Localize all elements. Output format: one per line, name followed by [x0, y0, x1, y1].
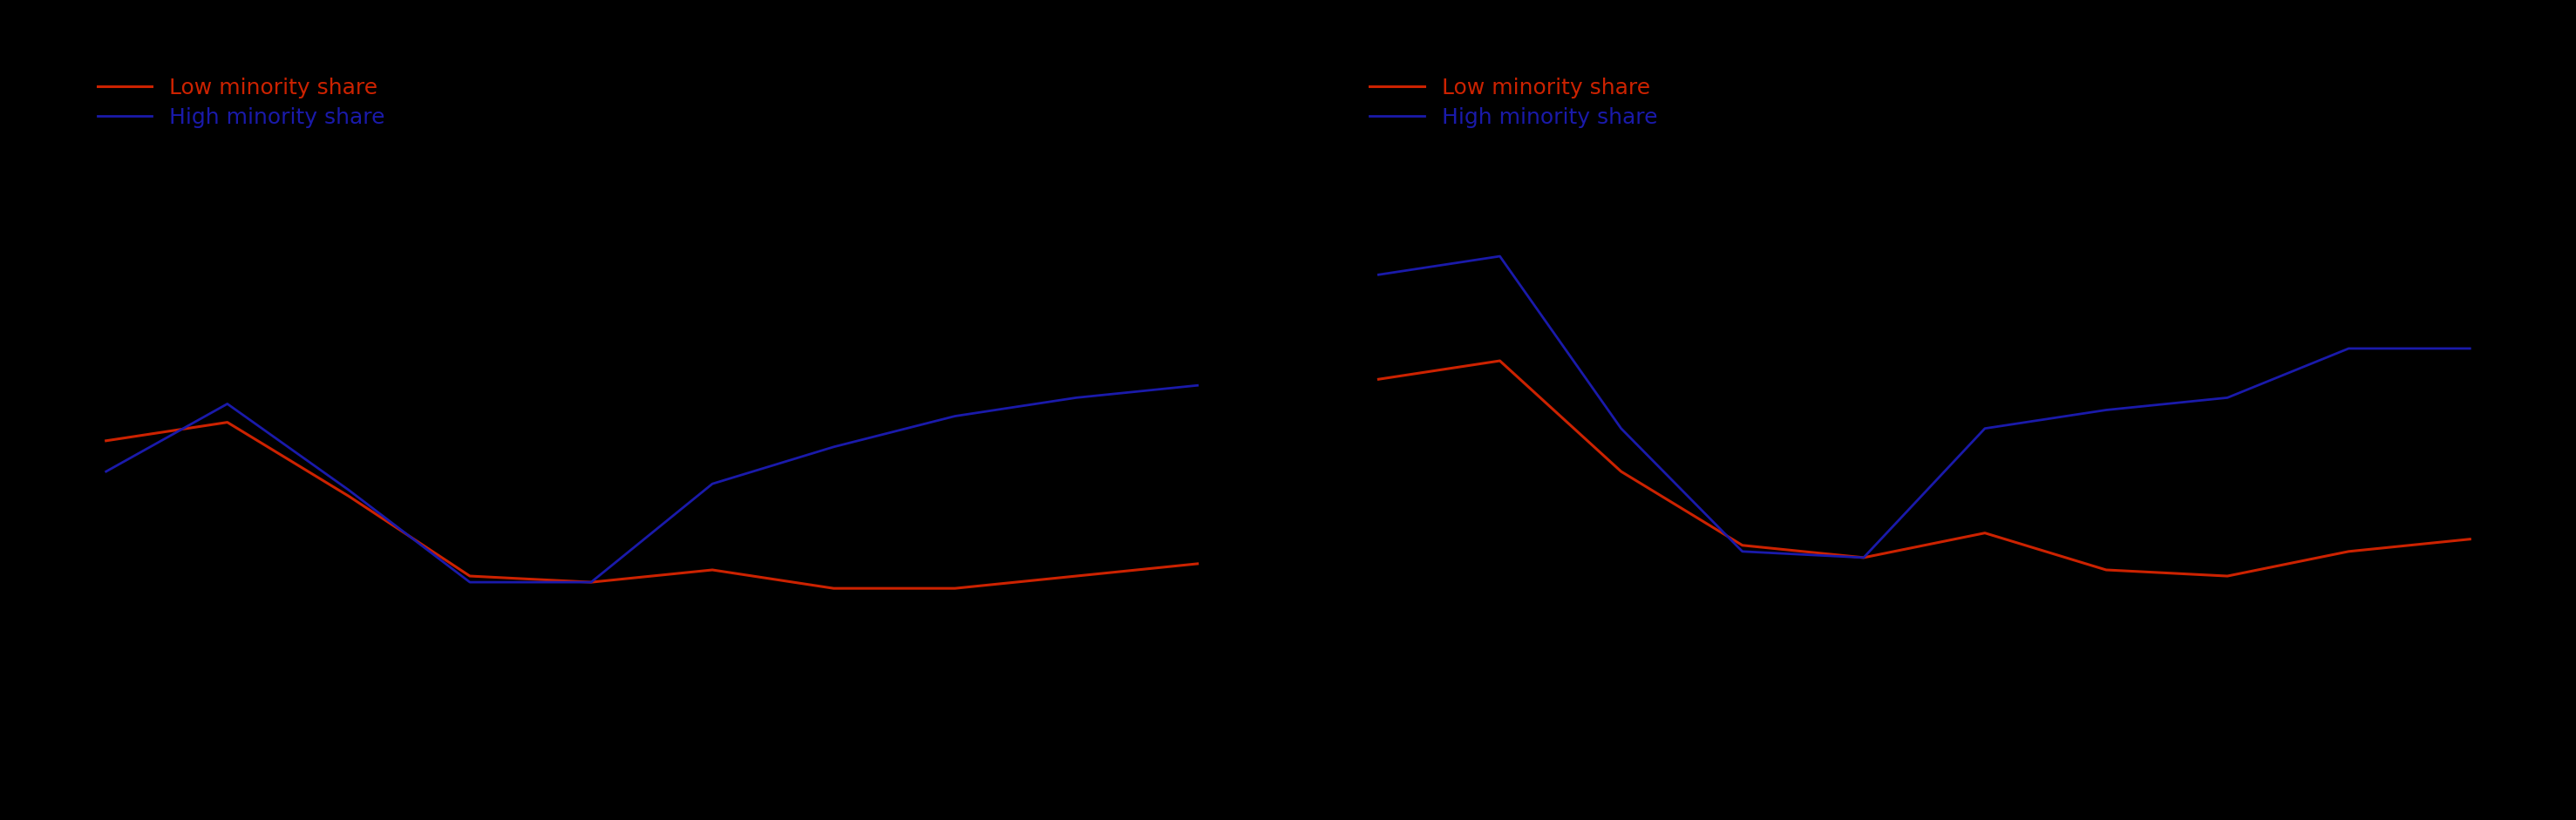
Legend: Low minority share, High minority share: Low minority share, High minority share	[88, 66, 397, 139]
Legend: Low minority share, High minority share: Low minority share, High minority share	[1360, 66, 1669, 139]
